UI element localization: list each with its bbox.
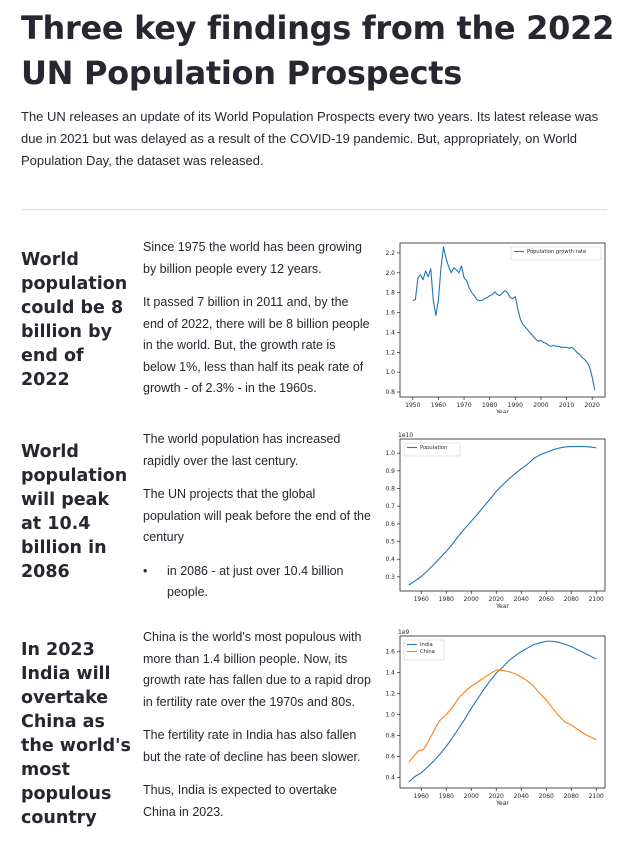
y-tick-label: 1.6 xyxy=(385,310,395,317)
x-tick-label: 2060 xyxy=(539,793,554,800)
paragraph: It passed 7 billion in 2011 and, by the … xyxy=(143,295,370,395)
list-item: • in 2086 - at just over 10.4 billion peo… xyxy=(143,561,371,604)
x-tick-label: 2010 xyxy=(559,402,574,409)
y-tick-label: 0.8 xyxy=(385,485,395,492)
x-tick-label: 1960 xyxy=(414,596,429,603)
paragraph: Since 1975 the world has been growing by… xyxy=(143,240,362,276)
paragraph: The fertility rate in India has also fal… xyxy=(143,728,361,764)
plot-frame xyxy=(399,438,606,592)
axis-offset-label: 1e10 xyxy=(398,432,413,439)
x-tick-label: 1960 xyxy=(414,793,429,800)
legend-box xyxy=(403,442,461,457)
y-tick-label: 0.6 xyxy=(385,754,395,761)
x-tick-label: 2020 xyxy=(585,402,600,409)
y-tick-label: 0.5 xyxy=(385,539,395,546)
y-tick-label: 1.4 xyxy=(385,670,395,677)
section-heading-world-8-billion: World population could be 8 billion by e… xyxy=(21,250,128,390)
growth-rate-chart: 1950 1960 1970 1980 1990 2000 2010 2020 0.8 1.0 1.… xyxy=(385,242,606,413)
y-tick-label: 0.4 xyxy=(385,556,395,563)
x-tick-label: 2040 xyxy=(514,793,529,800)
y-tick-label: 1.6 xyxy=(385,649,395,656)
y-tick-label: 1.8 xyxy=(385,290,395,297)
y-tick-label: 2.0 xyxy=(385,270,395,277)
x-tick-label: 2000 xyxy=(533,402,548,409)
intro-paragraph: The UN releases an update of its World P… xyxy=(21,109,599,168)
x-axis-label: Year xyxy=(495,800,509,807)
legend-label: Population xyxy=(420,445,447,451)
plot-frame xyxy=(399,242,606,398)
y-tick-label: 1.2 xyxy=(385,349,395,356)
legend-box xyxy=(510,246,602,261)
x-tick-label: 1960 xyxy=(431,402,446,409)
y-tick-label: 2.2 xyxy=(385,250,395,257)
x-tick-label: 2080 xyxy=(564,596,579,603)
y-tick-label: 0.4 xyxy=(385,775,395,782)
section-heading-india-overtakes-china: In 2023 India will overtake China as the… xyxy=(21,640,131,828)
x-tick-label: 1950 xyxy=(405,402,420,409)
plot-frame xyxy=(399,635,606,789)
section-heading-peak-10-4-billion: World population will peak at 10.4 billi… xyxy=(21,442,128,582)
y-tick-label: 1.0 xyxy=(385,712,395,719)
x-axis-label: Year xyxy=(495,603,509,610)
y-tick-label: 0.8 xyxy=(385,389,395,396)
x-tick-label: 1980 xyxy=(439,596,454,603)
section-text-world-8-billion: Since 1975 the world has been growing by… xyxy=(143,237,371,412)
y-tick-label: 0.6 xyxy=(385,521,395,528)
bullet-list: • in 2086 - at just over 10.4 billion peo… xyxy=(143,561,371,604)
section-text-peak-10-4-billion: The world population has increased rapid… xyxy=(143,429,371,604)
x-tick-label: 2000 xyxy=(464,596,479,603)
y-tick-label: 1.0 xyxy=(385,450,395,457)
legend-label: Population growth rate xyxy=(527,249,586,255)
y-tick-label: 1.0 xyxy=(385,369,395,376)
x-tick-label: 1980 xyxy=(482,402,497,409)
paragraph: The UN projects that the global populati… xyxy=(143,487,371,544)
paragraph: The world population has increased rapid… xyxy=(143,432,341,468)
india-china-chart: 1960 1980 2000 2020 2040 2060 2080 2100 0.4 0.6 0.… xyxy=(385,629,606,807)
x-tick-label: 2040 xyxy=(514,596,529,603)
x-tick-label: 1980 xyxy=(439,793,454,800)
series-line-china xyxy=(408,669,597,763)
axis-offset-label: 1e9 xyxy=(398,629,410,636)
x-tick-label: 2100 xyxy=(589,596,604,603)
paragraph: China is the world's most populous with … xyxy=(143,630,371,709)
x-tick-label: 2000 xyxy=(464,793,479,800)
x-tick-label: 2060 xyxy=(539,596,554,603)
divider xyxy=(21,209,607,210)
paragraph: Thus, India is expected to overtake Chin… xyxy=(143,783,337,819)
legend-label: China xyxy=(420,649,435,655)
y-tick-label: 1.2 xyxy=(385,691,395,698)
bullet-icon: • xyxy=(143,563,148,578)
series-line-population-growth-rate xyxy=(412,246,596,391)
x-axis-label: Year xyxy=(495,409,509,413)
x-tick-label: 2020 xyxy=(489,793,504,800)
y-tick-label: 0.8 xyxy=(385,733,395,740)
x-tick-label: 2080 xyxy=(564,793,579,800)
population-chart: 1960 1980 2000 2020 2040 2060 2080 2100 0.3 0.4 0.… xyxy=(385,432,606,610)
x-tick-label: 2020 xyxy=(489,596,504,603)
list-item-text: in 2086 - at just over 10.4 billion peop… xyxy=(167,563,344,600)
y-tick-label: 0.9 xyxy=(385,468,395,475)
y-tick-label: 1.4 xyxy=(385,329,395,336)
series-line-india xyxy=(408,640,597,783)
page-title: Three key findings from the 2022 UN Popu… xyxy=(21,9,615,92)
x-tick-label: 2100 xyxy=(589,793,604,800)
y-tick-label: 0.7 xyxy=(385,503,395,510)
legend-label: India xyxy=(420,642,433,648)
section-text-india-overtakes-china: China is the world's most populous with … xyxy=(143,627,371,835)
y-tick-label: 0.3 xyxy=(385,574,395,581)
series-line-population xyxy=(408,445,597,586)
x-tick-label: 1990 xyxy=(508,402,523,409)
x-tick-label: 1970 xyxy=(456,402,471,409)
